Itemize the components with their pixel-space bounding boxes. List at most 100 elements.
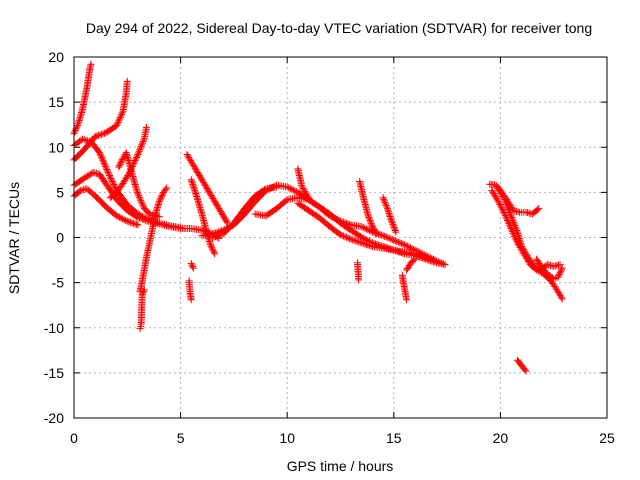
data-point — [135, 192, 143, 200]
data-point — [510, 220, 518, 228]
data-point — [222, 216, 230, 224]
data-point — [355, 276, 363, 284]
data-point — [104, 169, 112, 177]
data-point — [157, 194, 165, 202]
data-point — [131, 220, 139, 228]
data-point — [195, 171, 203, 179]
data-point — [425, 254, 433, 262]
data-point — [380, 197, 388, 205]
data-point — [185, 154, 193, 162]
data-point — [101, 161, 109, 169]
data-point — [98, 153, 106, 161]
data-series-arc-6 — [106, 123, 150, 202]
data-point — [209, 247, 217, 255]
data-point — [108, 176, 116, 184]
data-series-arc-2 — [70, 77, 131, 164]
data-point — [193, 167, 201, 175]
data-point — [494, 197, 502, 205]
data-point — [429, 256, 437, 264]
data-point — [422, 253, 430, 261]
data-point — [491, 191, 499, 199]
data-point — [504, 204, 512, 212]
data-point — [135, 193, 143, 201]
data-point — [96, 150, 104, 158]
data-point — [492, 194, 500, 202]
data-point — [402, 241, 410, 249]
data-point — [499, 207, 507, 215]
chart-title: Day 294 of 2022, Sidereal Day-to-day VTE… — [86, 20, 592, 36]
data-point — [497, 202, 505, 210]
data-point — [91, 132, 99, 140]
data-point — [210, 248, 218, 256]
data-point — [79, 135, 87, 143]
data-series-arc-3 — [70, 135, 223, 242]
data-point — [137, 144, 145, 152]
data-point — [511, 222, 519, 230]
data-point — [137, 142, 145, 150]
data-point — [137, 215, 145, 223]
data-point — [84, 172, 92, 180]
data-point — [555, 270, 563, 278]
data-point — [556, 269, 564, 277]
data-point — [197, 174, 205, 182]
data-point — [186, 155, 194, 163]
data-point — [520, 247, 528, 255]
data-point — [113, 212, 121, 220]
y-axis-label: SDTVAR / TECUs — [6, 182, 22, 294]
data-point — [390, 223, 398, 231]
data-point — [557, 293, 565, 301]
data-point — [534, 258, 542, 266]
data-point — [124, 172, 132, 180]
x-tick-label: 0 — [70, 430, 78, 446]
data-point — [519, 244, 527, 252]
data-point — [535, 259, 543, 267]
data-point — [368, 223, 376, 231]
data-point — [326, 212, 334, 220]
data-series-arc-19 — [354, 259, 363, 284]
data-point — [215, 231, 223, 239]
data-point — [189, 264, 197, 272]
data-point — [211, 250, 219, 258]
data-series-arc-12 — [185, 277, 195, 304]
data-point — [214, 203, 222, 211]
y-tick-label: 5 — [56, 184, 64, 200]
data-point — [341, 219, 349, 227]
y-tick-label: -20 — [44, 410, 64, 426]
data-point — [343, 219, 351, 227]
data-series-arc-28 — [513, 356, 530, 375]
data-point — [350, 236, 358, 244]
data-point — [273, 183, 281, 191]
data-point — [192, 166, 200, 174]
data-point — [384, 206, 392, 214]
data-point — [201, 182, 209, 190]
data-point — [134, 221, 142, 229]
data-point — [140, 286, 148, 294]
data-point — [302, 189, 310, 197]
data-point — [337, 231, 344, 239]
data-point — [358, 223, 366, 231]
data-point — [488, 187, 496, 195]
data-point — [365, 213, 373, 221]
y-tick-label: -10 — [44, 320, 64, 336]
data-point — [388, 236, 396, 244]
data-point — [86, 64, 94, 72]
data-point — [505, 207, 513, 215]
data-point — [362, 240, 370, 248]
data-point — [333, 216, 341, 224]
data-point — [209, 234, 217, 241]
data-point — [126, 218, 134, 226]
data-point — [503, 200, 511, 208]
data-point — [554, 287, 562, 295]
data-point — [554, 273, 562, 281]
data-point — [106, 173, 114, 181]
data-point — [75, 188, 83, 196]
data-point — [142, 123, 150, 131]
data-point — [118, 110, 126, 118]
data-point — [364, 212, 372, 220]
data-point — [382, 202, 390, 210]
data-point — [556, 261, 564, 269]
data-point — [400, 241, 408, 249]
y-tick-label: 10 — [48, 139, 64, 155]
data-point — [370, 226, 378, 234]
data-point — [533, 206, 541, 214]
